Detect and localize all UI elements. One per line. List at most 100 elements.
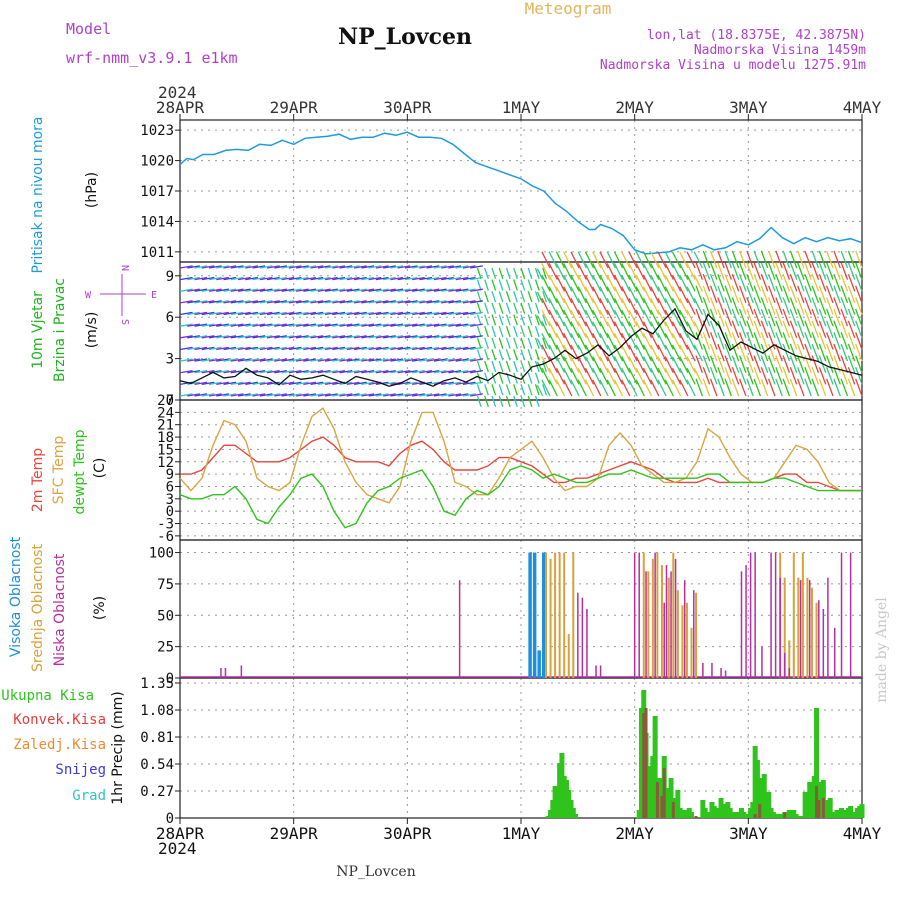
wind-arrow: [426, 300, 440, 304]
precip-total-bar: [689, 812, 694, 818]
low-cloud-bar: [840, 552, 843, 678]
wind-arrow: [548, 356, 558, 374]
high-cloud-bar: [537, 650, 541, 678]
mid-cloud-bar: [783, 577, 786, 678]
wind-arrow: [223, 323, 237, 327]
wind-arrow: [650, 356, 660, 374]
wind-arrow: [252, 288, 266, 292]
wind-arrow: [281, 276, 295, 281]
year-top: 2024: [158, 83, 197, 102]
wind-arrow: [570, 379, 580, 397]
mid-cloud-bar: [651, 558, 654, 678]
wind-arrow: [433, 358, 447, 362]
wind-arrow: [339, 335, 353, 339]
wind-arrow: [375, 393, 389, 397]
wind-arrow: [317, 300, 331, 304]
wind-arrow: [368, 369, 382, 374]
wind-arrow: [397, 265, 411, 269]
wind-arrow: [818, 320, 827, 339]
precip-conv-bar: [655, 782, 659, 818]
wind-arrow: [476, 384, 482, 396]
low-cloud-bar: [711, 662, 713, 678]
wind-arrow: [782, 308, 791, 327]
wind-arrow: [760, 355, 769, 373]
wind-arrow: [288, 369, 302, 374]
wind-arrow: [390, 369, 404, 374]
wind-arrow: [513, 302, 518, 314]
wind-compass-icon: N W E S: [85, 265, 157, 325]
wind-arrow: [542, 337, 547, 349]
wind-arrow: [216, 381, 229, 386]
wind-arrow: [621, 321, 631, 339]
wind-arrow: [274, 393, 288, 397]
wind-arrow: [811, 355, 820, 373]
wind-arrow: [448, 276, 462, 281]
wind-arrow: [695, 308, 703, 327]
wind-arrow: [746, 308, 754, 327]
wind-arrow: [368, 300, 382, 304]
compass-w: W: [85, 290, 92, 301]
wind-arrow: [847, 285, 856, 304]
wind-arrow: [671, 321, 682, 339]
wind-arrow: [281, 265, 295, 269]
wind-arrow: [847, 262, 856, 280]
wind-arrow: [679, 367, 689, 385]
wind-arrow: [223, 288, 237, 292]
wind-arrow: [679, 344, 689, 362]
wind-arrow: [513, 349, 518, 361]
wind-arrow: [390, 311, 404, 316]
wind-arrow: [354, 265, 367, 269]
cloud-label-1: Visoka Oblacnost: [8, 536, 24, 657]
wind-arrow: [361, 265, 375, 269]
wind-arrow: [709, 262, 718, 280]
wind-arrow: [833, 273, 841, 292]
wind-arrow: [621, 367, 631, 385]
wind-arrow: [527, 395, 533, 408]
wind-arrow: [650, 332, 660, 350]
wind-arrow: [782, 273, 791, 292]
wind-arrow: [746, 343, 754, 362]
wind-arrow: [303, 393, 317, 397]
wind-arrow: [709, 332, 718, 350]
precip-tick-label: 1.35: [140, 676, 174, 692]
wind-arrow: [223, 276, 237, 281]
cloud-tick-label: 0: [166, 671, 174, 687]
wind-arrow: [635, 298, 645, 315]
wind-arrow: [650, 309, 660, 327]
wind-arrow: [310, 300, 324, 304]
wind-arrow: [789, 367, 798, 385]
wind-arrow: [230, 323, 244, 327]
wind-arrow: [739, 262, 747, 280]
wind-arrow: [237, 335, 251, 339]
low-cloud-bar: [654, 552, 656, 678]
wind-arrow: [570, 298, 580, 315]
wind-arrow: [599, 274, 609, 292]
wind-arrow: [679, 309, 689, 327]
wind-arrow: [455, 369, 469, 374]
wind-arrow: [216, 300, 229, 304]
wind-arrow: [187, 265, 200, 269]
wind-arrow: [563, 356, 573, 374]
wind-arrow: [775, 332, 783, 350]
wind-arrow: [288, 288, 302, 292]
cloud-label-2: Srednja Oblacnost: [30, 544, 46, 672]
wind-arrow: [746, 320, 754, 339]
wind-arrow: [599, 332, 609, 350]
wind-arrow: [833, 320, 841, 339]
wind-arrow: [717, 297, 725, 315]
wind-arrow: [295, 311, 309, 316]
wind-arrow: [245, 311, 259, 316]
wind-arrow: [412, 369, 425, 374]
wind-arrow: [709, 273, 718, 292]
wind-arrow: [775, 297, 783, 315]
wind-arrow: [223, 393, 237, 397]
wind-arrow: [230, 369, 244, 374]
wind-arrow: [693, 344, 703, 362]
wind-arrow: [693, 298, 703, 315]
wind-arrow: [462, 346, 476, 351]
wind-arrow: [252, 311, 266, 316]
wind-arrow: [404, 276, 418, 281]
wind-arrow: [484, 279, 489, 291]
wind-arrow: [724, 367, 733, 385]
wind-arrow: [194, 323, 208, 327]
